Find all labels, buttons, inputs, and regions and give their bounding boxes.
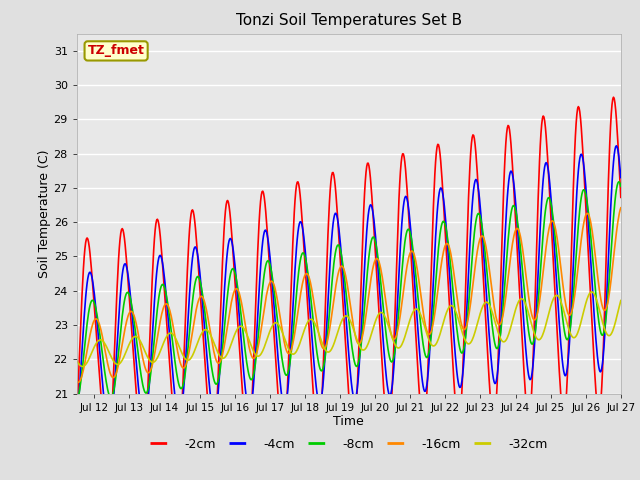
-4cm xyxy=(122,262,130,267)
-32cm xyxy=(253,353,260,359)
Line: -32cm: -32cm xyxy=(60,292,621,367)
-32cm xyxy=(275,321,282,327)
-32cm xyxy=(122,349,130,355)
Line: -2cm: -2cm xyxy=(60,97,621,458)
Line: -4cm: -4cm xyxy=(60,146,621,431)
-8cm xyxy=(72,399,80,405)
-4cm xyxy=(617,175,625,180)
-4cm xyxy=(70,428,77,433)
-2cm xyxy=(610,95,618,100)
-32cm xyxy=(588,289,595,295)
Y-axis label: Soil Temperature (C): Soil Temperature (C) xyxy=(38,149,51,278)
-8cm xyxy=(122,292,130,298)
-16cm xyxy=(225,312,233,318)
-2cm xyxy=(225,204,233,209)
Title: Tonzi Soil Temperatures Set B: Tonzi Soil Temperatures Set B xyxy=(236,13,462,28)
-2cm xyxy=(253,268,260,274)
-4cm xyxy=(399,211,406,216)
Legend: -2cm, -4cm, -8cm, -16cm, -32cm: -2cm, -4cm, -8cm, -16cm, -32cm xyxy=(145,433,553,456)
-2cm xyxy=(430,187,438,192)
-16cm xyxy=(74,380,82,385)
-2cm xyxy=(275,395,282,400)
-4cm xyxy=(225,238,233,243)
-2cm xyxy=(122,250,130,256)
-16cm xyxy=(617,205,625,211)
-16cm xyxy=(430,315,438,321)
-16cm xyxy=(399,295,406,300)
-32cm xyxy=(56,347,63,353)
-16cm xyxy=(275,302,282,308)
-2cm xyxy=(399,151,406,156)
Line: -16cm: -16cm xyxy=(60,208,621,383)
-2cm xyxy=(68,456,76,461)
-8cm xyxy=(275,324,282,330)
-8cm xyxy=(615,179,623,185)
X-axis label: Time: Time xyxy=(333,415,364,429)
Line: -8cm: -8cm xyxy=(60,182,621,402)
-4cm xyxy=(56,299,63,305)
-8cm xyxy=(399,261,406,266)
-32cm xyxy=(617,298,625,303)
Text: TZ_fmet: TZ_fmet xyxy=(88,44,145,58)
-32cm xyxy=(399,340,406,346)
-8cm xyxy=(225,279,233,285)
-4cm xyxy=(275,357,282,362)
-16cm xyxy=(122,322,130,327)
-16cm xyxy=(253,349,260,355)
-8cm xyxy=(617,183,625,189)
-32cm xyxy=(79,364,86,370)
-16cm xyxy=(56,325,63,331)
-32cm xyxy=(430,343,438,349)
-8cm xyxy=(253,347,260,353)
-4cm xyxy=(612,143,620,149)
-8cm xyxy=(56,308,63,313)
-8cm xyxy=(430,300,438,305)
-32cm xyxy=(225,347,233,353)
-4cm xyxy=(430,262,438,268)
-2cm xyxy=(56,312,63,317)
-4cm xyxy=(253,327,260,333)
-2cm xyxy=(617,194,625,200)
